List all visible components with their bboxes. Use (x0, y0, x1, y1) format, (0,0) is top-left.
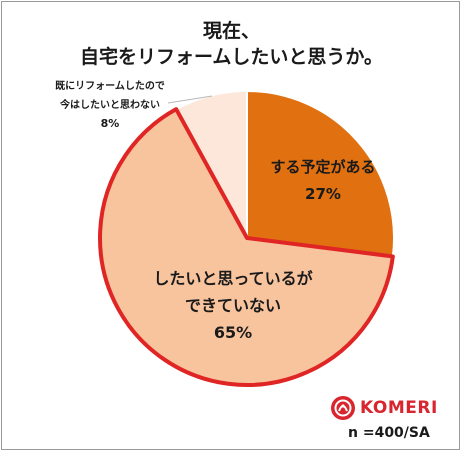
slice-value-1: 27% (305, 185, 341, 203)
komeri-logo: KOMERI (330, 393, 438, 423)
title-line-2: 自宅をリフォームしたいと思うか。 (79, 46, 384, 68)
slice-label-2-line-2: できていない (185, 296, 281, 315)
slice-label-3-line-1: 既にリフォームしたので (55, 80, 165, 92)
pie-slice-2 (98, 107, 395, 387)
title-line-1: 現在、 (202, 20, 260, 42)
pie-slices (98, 90, 395, 387)
slice-label-1-line-1: する予定がある (270, 158, 375, 176)
slice-value-2: 65% (214, 323, 252, 342)
komeri-logo-icon (331, 396, 355, 420)
chart-title: 現在、 自宅をリフォームしたいと思うか。 (0, 18, 463, 70)
label-leader-line (167, 95, 213, 104)
pie-slice-1 (246, 90, 395, 258)
slice-value-3: 8% (101, 117, 120, 130)
komeri-logo-text: KOMERI (360, 398, 438, 418)
sample-size-note: n =400/SA (348, 425, 430, 441)
slice-label-3-line-2: 今はしたいと思わない (59, 98, 160, 111)
slice-label-2-line-1: したいと思っているが (153, 269, 312, 288)
